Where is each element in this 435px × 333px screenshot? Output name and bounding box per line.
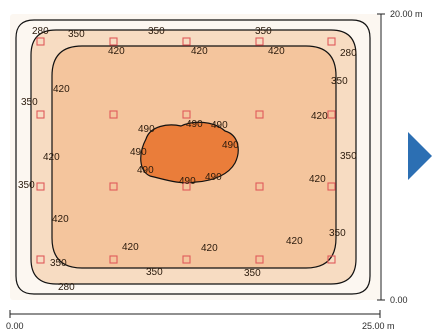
label-420-bottom-right: 420 — [201, 243, 218, 254]
square-marker-icon — [109, 110, 118, 119]
label-350-bottom-center: 350 — [146, 267, 163, 278]
square-marker-icon — [36, 37, 45, 46]
square-marker-icon — [36, 255, 45, 264]
label-280-bottom-left: 280 — [58, 282, 75, 293]
y-axis-max-label: 20.00 m — [390, 9, 423, 19]
marker-grid — [36, 37, 336, 264]
label-490-bottom-right: 490 — [205, 172, 222, 183]
square-marker-icon — [182, 182, 191, 191]
label-490-top-left: 490 — [138, 124, 155, 135]
label-490-left-bottom: 490 — [137, 165, 154, 176]
label-420-top-center: 420 — [191, 46, 208, 57]
square-marker-icon — [109, 255, 118, 264]
label-350-bottom-left: 350 — [50, 258, 67, 269]
square-marker-icon — [255, 37, 264, 46]
label-490-left-mid: 490 — [130, 147, 147, 158]
label-490-top-right: 490 — [211, 120, 228, 131]
square-marker-icon — [327, 255, 336, 264]
label-350-top-center: 350 — [148, 26, 165, 37]
y-axis-min-label: 0.00 — [390, 295, 408, 305]
square-marker-icon — [327, 182, 336, 191]
square-marker-icon — [255, 110, 264, 119]
label-350-bottom-right: 350 — [244, 268, 261, 279]
label-490-right-mid: 490 — [222, 140, 239, 151]
square-marker-icon — [327, 110, 336, 119]
square-marker-icon — [255, 182, 264, 191]
square-marker-icon — [36, 110, 45, 119]
labels-350: 350 350 350 350 350 350 350 350 350 350 … — [18, 26, 357, 279]
label-420-right-mid: 420 — [309, 174, 326, 185]
label-490-top-center: 490 — [186, 119, 203, 130]
square-marker-icon — [109, 37, 118, 46]
square-marker-icon — [182, 37, 191, 46]
label-420-right-lower: 420 — [286, 236, 303, 247]
square-marker-icon — [255, 255, 264, 264]
square-marker-icon — [36, 182, 45, 191]
contour-490-core — [140, 121, 239, 184]
labels-420: 420 420 420 420 420 420 420 420 420 420 … — [43, 46, 328, 254]
triangle-right-icon[interactable] — [408, 132, 432, 180]
label-420-top-left: 420 — [108, 46, 125, 57]
label-420-left-upper: 420 — [53, 84, 70, 95]
label-420-bottom-left: 420 — [122, 242, 139, 253]
labels-280: 280 280 280 — [32, 26, 357, 293]
label-350-left-upper: 350 — [21, 97, 38, 108]
label-420-left-mid: 420 — [43, 152, 60, 163]
square-marker-icon — [182, 255, 191, 264]
square-marker-icon — [182, 110, 191, 119]
label-420-top-right: 420 — [268, 46, 285, 57]
label-350-right-upper: 350 — [331, 76, 348, 87]
labels-490: 490 490 490 490 490 490 490 490 — [130, 119, 239, 187]
x-axis-min-label: 0.00 — [6, 321, 24, 331]
label-420-left-lower: 420 — [52, 214, 69, 225]
x-axis-max-label: 25.00 m — [362, 321, 395, 331]
label-350-right-mid: 350 — [340, 151, 357, 162]
label-280-right: 280 — [340, 48, 357, 59]
label-350-top-left: 350 — [68, 29, 85, 40]
label-420-right-upper: 420 — [311, 111, 328, 122]
label-350-top-right: 350 — [255, 26, 272, 37]
label-490-bottom-left: 490 — [179, 176, 196, 187]
label-350-right-lower: 350 — [329, 228, 346, 239]
label-280-top-left: 280 — [32, 26, 49, 37]
label-350-left-lower: 350 — [18, 180, 35, 191]
square-marker-icon — [327, 37, 336, 46]
square-marker-icon — [109, 182, 118, 191]
